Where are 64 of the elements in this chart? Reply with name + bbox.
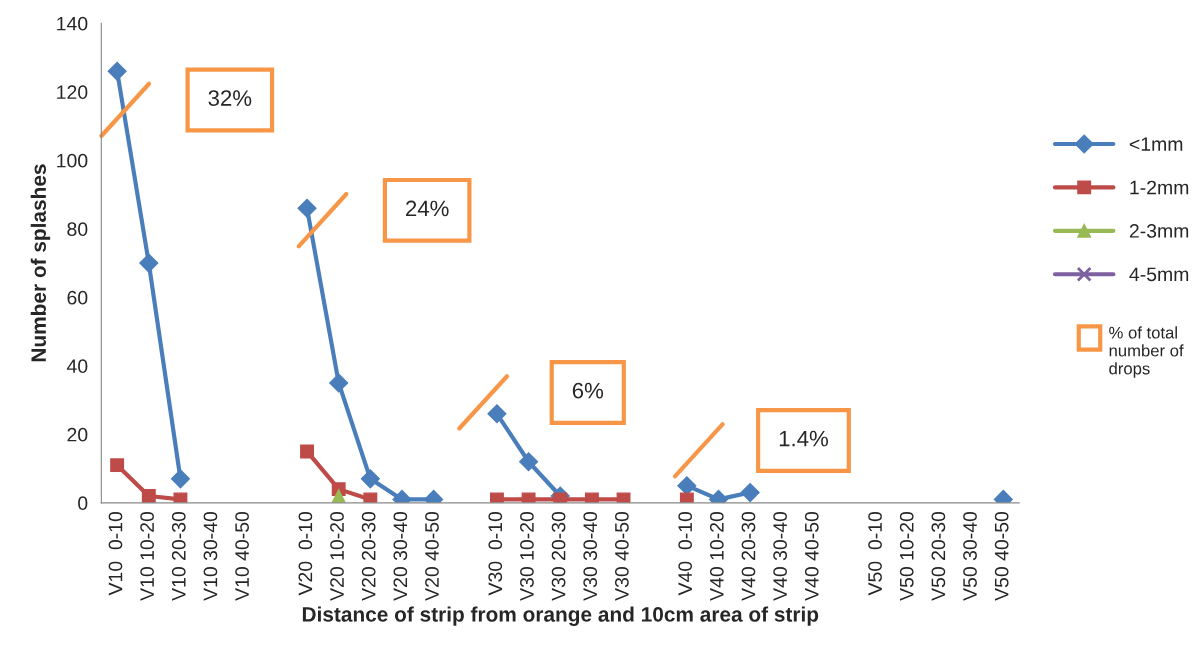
annotation: 32% [208, 90, 252, 106]
legend-label: 4-5mm [1129, 267, 1189, 282]
x-tick-label: V30 40-50 [614, 511, 629, 601]
x-tick-label: V50 30-40 [963, 511, 977, 601]
x-tick-label: V10 0-10 [108, 511, 123, 596]
y-tick-label: 140 [57, 16, 88, 31]
point [489, 492, 504, 503]
x-tick-label: V10 10-20 [140, 511, 155, 601]
point [360, 469, 380, 489]
x-tick-label: V20 10-20 [330, 511, 344, 601]
point [521, 492, 536, 503]
point [331, 489, 346, 503]
x-tick-label: V50 40-50 [994, 511, 1009, 601]
annotation: 1.4% [779, 430, 828, 447]
point [141, 489, 156, 503]
x-tick-label: V20 40-50 [425, 511, 439, 601]
x-axis-title: Distance of strip from orange and 10cm area of strip [302, 606, 819, 626]
y-tick-label: 80 [67, 222, 88, 237]
point [616, 492, 631, 503]
point [329, 373, 349, 393]
point [740, 483, 760, 503]
point [139, 253, 159, 273]
point [519, 452, 539, 472]
annotation: 24% [406, 200, 449, 217]
point [170, 469, 190, 489]
x-tick-label: V30 0-10 [488, 511, 503, 596]
point [110, 458, 125, 473]
x-tick-label: V40 30-40 [773, 511, 788, 601]
x-tick-label: V20 30-40 [393, 511, 408, 601]
text: % of total number of drops [1109, 326, 1184, 378]
x-tick-label: V20 20-30 [361, 511, 376, 601]
point [297, 198, 317, 218]
x-tick-label: V30 30-40 [583, 511, 598, 601]
x-tick-label: V40 0-10 [678, 511, 693, 596]
x-tick-label: V30 20-30 [551, 511, 566, 601]
y-axis-title: Number of splashes [30, 164, 51, 362]
y-tick-label: 40 [66, 359, 88, 374]
y-tick-label: 60 [67, 290, 88, 305]
point [363, 492, 378, 503]
y-tick-label: 0 [78, 496, 88, 511]
x-tick-label: V10 30-40 [203, 511, 218, 601]
x-tick-label: V20 0-10 [298, 511, 313, 596]
point [679, 492, 694, 503]
legend-label: 2-3mm [1129, 224, 1189, 238]
point [300, 444, 314, 459]
x-tick-label: V40 40-50 [804, 511, 819, 601]
x-tick-label: V30 10-20 [520, 511, 534, 601]
annotation: 6% [572, 382, 604, 399]
x-tick-label: V40 20-30 [741, 511, 756, 601]
legend-label: <1mm [1129, 137, 1183, 151]
point [173, 492, 188, 503]
x-tick-label: V50 0-10 [868, 511, 882, 596]
x-tick-label: V10 40-50 [235, 511, 249, 601]
point [487, 404, 507, 424]
x-tick-label: V50 20-30 [931, 511, 946, 601]
x-tick-label: V10 20-30 [171, 511, 186, 601]
y-tick-label: 20 [67, 427, 88, 442]
x-tick-label: V50 10-20 [899, 511, 914, 601]
point [107, 61, 127, 81]
x-tick-label: V40 10-20 [709, 511, 724, 601]
y-tick-label: 100 [57, 153, 88, 168]
y-tick-label: 120 [57, 85, 88, 100]
point [584, 492, 599, 503]
legend-label: 1-2mm [1130, 180, 1189, 195]
